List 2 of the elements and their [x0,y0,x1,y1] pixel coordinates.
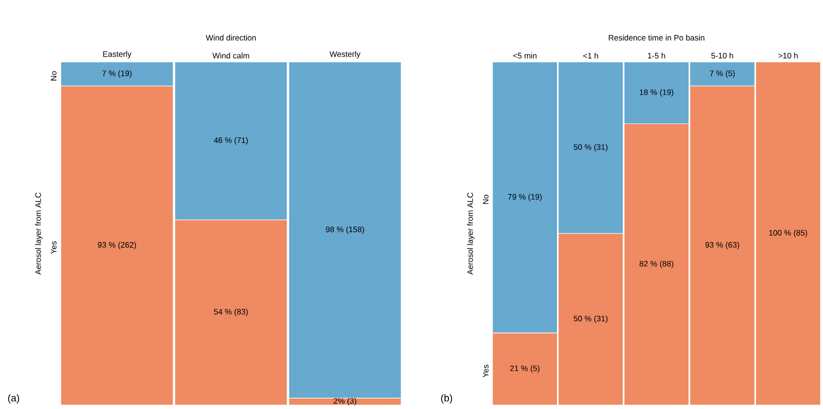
text: (b) [441,394,452,404]
text: (a) [8,394,20,404]
